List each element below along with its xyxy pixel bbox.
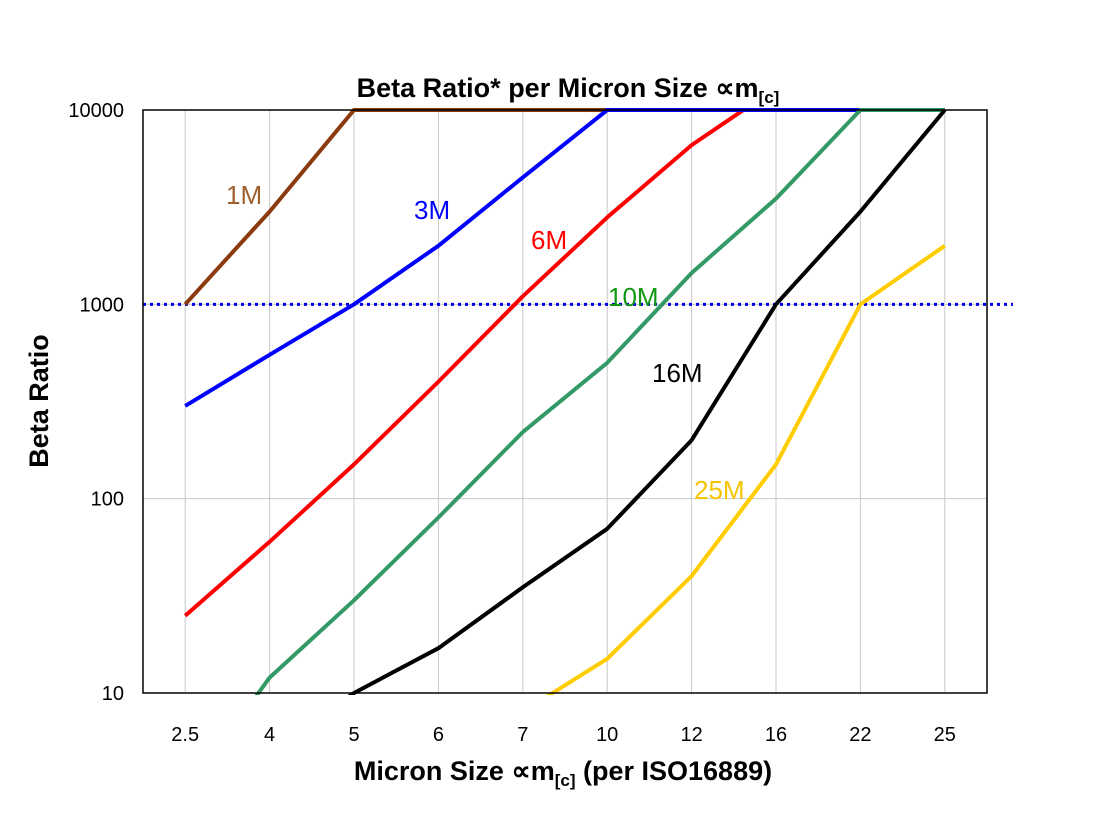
x-tick-label: 25 [934,724,956,746]
series-label-1M: 1M [226,180,262,210]
series-label-3M: 3M [414,195,450,225]
y-tick-labels: 10 100 1000 10000 [68,100,124,705]
x-tick-labels: 2.5 4 5 6 7 10 12 16 22 25 [171,724,956,746]
x-tick-label: 5 [348,724,359,746]
x-axis-title: Micron Size ∝m[c] (per ISO16889) [354,756,772,790]
series-line-10M [254,108,945,695]
y-tick-label: 100 [91,489,124,511]
y-tick-label: 10 [102,683,124,705]
grid [143,109,987,694]
chart-title: Beta Ratio* per Micron Size ∝m[c] [357,73,780,107]
series-label-16M: 16M [652,358,703,388]
y-axis-title: Beta Ratio [24,334,54,468]
x-tick-label: 4 [264,724,275,746]
x-tick-label: 7 [517,724,528,746]
y-tick-label: 1000 [80,294,125,316]
series-label-25M: 25M [694,475,745,505]
series-line-6M [183,108,750,618]
series-label-6M: 6M [531,225,567,255]
x-tick-label: 2.5 [171,724,199,746]
series-line-16M [347,108,947,695]
x-tick-label: 12 [680,724,702,746]
series-labels: 1M 6M 3M 10M 16M 25M [226,180,745,505]
x-tick-label: 22 [849,724,871,746]
series-lines [183,108,947,695]
x-tick-label: 16 [765,724,787,746]
series-label-10M: 10M [608,282,659,312]
plot-border [142,109,988,694]
x-tick-label: 10 [596,724,618,746]
series-line-25M [545,244,946,695]
x-tick-label: 6 [433,724,444,746]
y-tick-label: 10000 [68,100,124,122]
